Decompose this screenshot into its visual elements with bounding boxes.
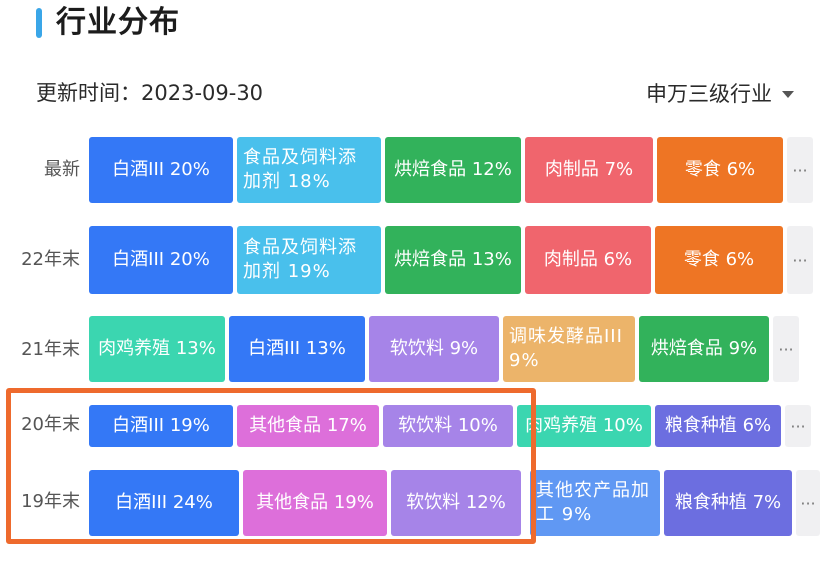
industry-tile[interactable]: 零食 6% [655, 226, 783, 294]
industry-tile[interactable]: 软饮料 9% [369, 316, 499, 382]
industry-tile[interactable]: 零食 6% [657, 137, 783, 203]
industry-classification-dropdown[interactable]: 申万三级行业 [646, 78, 794, 108]
industry-tile[interactable]: 软饮料 10% [383, 405, 513, 447]
row-label-2021: 21年末 [21, 339, 80, 360]
page-title: 行业分布 [56, 5, 180, 40]
industry-tile[interactable]: 调味发酵品III 9% [503, 316, 635, 382]
industry-tile[interactable]: 烘焙食品 9% [639, 316, 769, 382]
more-button[interactable]: ··· [796, 470, 820, 536]
industry-tile[interactable]: 肉制品 7% [525, 137, 653, 203]
more-button[interactable]: ··· [785, 405, 811, 447]
industry-classification-label: 申万三级行业 [646, 82, 772, 106]
industry-tile[interactable]: 肉制品 6% [525, 226, 651, 294]
industry-tile[interactable]: 白酒III 19% [89, 405, 233, 447]
industry-tile[interactable]: 粮食种植 6% [655, 405, 781, 447]
industry-tile[interactable]: 白酒III 20% [89, 137, 233, 203]
caret-down-icon [782, 90, 794, 98]
row-label-2022: 22年末 [21, 249, 80, 270]
row-label-latest: 最新 [44, 159, 80, 180]
row-label-2019: 19年末 [21, 491, 80, 512]
title-accent-bar [36, 8, 42, 38]
industry-tile[interactable]: 肉鸡养殖 10% [517, 405, 651, 447]
industry-tile[interactable]: 白酒III 20% [89, 226, 233, 294]
more-button[interactable]: ··· [787, 137, 813, 203]
industry-tile[interactable]: 烘焙食品 13% [385, 226, 521, 294]
more-button[interactable]: ··· [787, 226, 813, 294]
industry-tile[interactable]: 粮食种植 7% [664, 470, 792, 536]
industry-tile[interactable]: 食品及饲料添加剂 18% [237, 137, 381, 203]
industry-tile[interactable]: 白酒III 13% [229, 316, 365, 382]
industry-tile[interactable]: 其他食品 17% [237, 405, 379, 447]
row-label-2020: 20年末 [21, 414, 80, 435]
industry-tile[interactable]: 其他农产品加工 9% [530, 470, 660, 536]
industry-tile[interactable]: 食品及饲料添加剂 19% [237, 226, 381, 294]
industry-tile[interactable]: 肉鸡养殖 13% [89, 316, 225, 382]
update-time: 更新时间：2023-09-30 [36, 81, 264, 105]
industry-tile[interactable]: 软饮料 12% [391, 470, 521, 536]
industry-tile[interactable]: 白酒III 24% [89, 470, 239, 536]
industry-tile[interactable]: 烘焙食品 12% [385, 137, 521, 203]
industry-tile[interactable]: 其他食品 19% [243, 470, 387, 536]
more-button[interactable]: ··· [773, 316, 799, 382]
